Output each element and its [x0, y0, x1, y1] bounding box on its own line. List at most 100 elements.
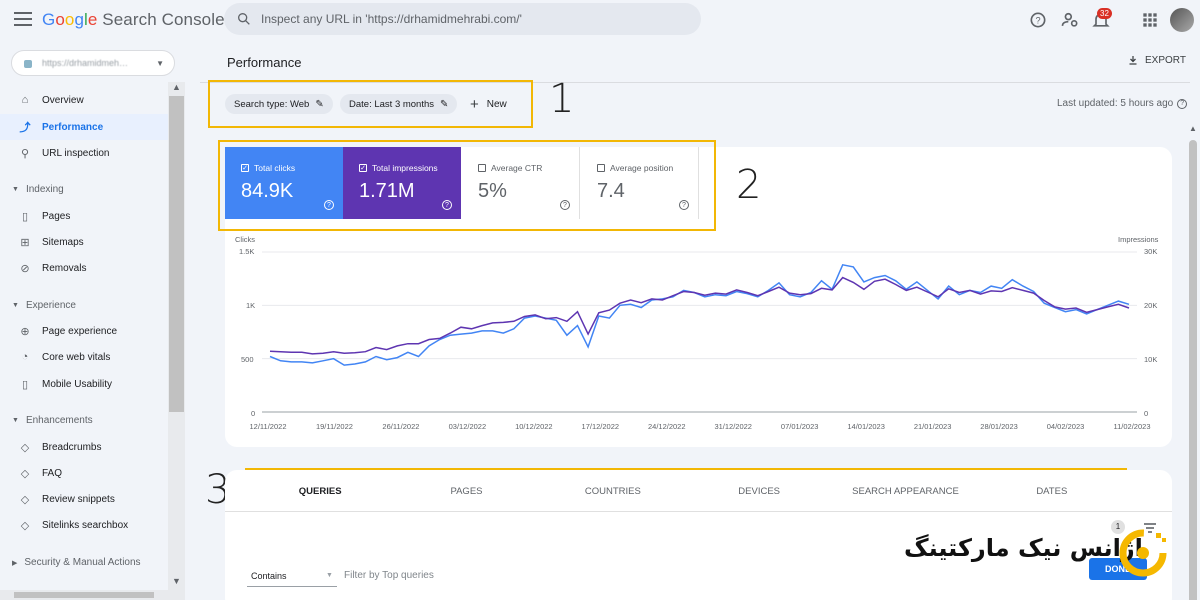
last-updated: Last updated: 5 hours ago ? — [1057, 98, 1188, 109]
filter-icon[interactable] — [1143, 522, 1157, 534]
scroll-up-icon[interactable]: ▲ — [172, 82, 181, 92]
menu-icon[interactable] — [14, 12, 32, 26]
sidebar-item-core-web-vitals[interactable]: ◔ Core web vitals — [0, 344, 168, 370]
annotation-box — [208, 80, 533, 128]
sidebar-item-mobile-usability[interactable]: ▯ Mobile Usability — [0, 371, 168, 397]
help-icon[interactable]: ? — [560, 200, 570, 210]
tab-dates[interactable]: DATES — [1036, 486, 1068, 497]
sidebar-item-performance[interactable]: ⤴ Performance — [0, 114, 168, 140]
sidebar: https://drhamidmeh… ▼ ⌂ Overview ⤴ Perform… — [0, 40, 185, 600]
performance-chart[interactable] — [262, 250, 1137, 420]
search-input[interactable]: Inspect any URL in 'https://drhamidmehra… — [224, 3, 701, 35]
section-label: Security & Manual Actions — [24, 557, 141, 568]
checkbox-icon[interactable] — [597, 164, 605, 172]
sidebar-item-faq[interactable]: ◇ FAQ — [0, 460, 168, 486]
help-icon[interactable]: ? — [324, 200, 334, 210]
section-indexing[interactable]: ▼ Indexing — [12, 184, 64, 195]
section-label: Indexing — [25, 184, 64, 195]
chevron-down-icon[interactable]: ▼ — [326, 572, 333, 579]
sidebar-item-review-snippets[interactable]: ◇ Review snippets — [0, 486, 168, 512]
help-icon[interactable]: ? — [1028, 10, 1048, 30]
section-experience[interactable]: ▼ Experience — [12, 300, 76, 311]
series-line-impressions[interactable] — [269, 276, 1130, 355]
collapse-icon: ▼ — [12, 417, 19, 424]
help-icon[interactable]: ? — [442, 200, 452, 210]
metric-value: 1.71M — [359, 180, 415, 202]
left-tick: 500 — [241, 355, 254, 364]
tab-devices[interactable]: DEVICES — [738, 486, 780, 497]
checkbox-icon[interactable] — [478, 164, 486, 172]
new-filter-button[interactable]: + New — [470, 96, 507, 113]
sidebar-item-url-inspection[interactable]: ⚲ URL inspection — [0, 140, 168, 166]
metric-total-impressions[interactable]: ✓ Total impressions 1.71M ? — [343, 147, 461, 219]
checkbox-checked-icon[interactable]: ✓ — [241, 164, 249, 172]
x-tick-label: 10/12/2022 — [515, 422, 553, 431]
sidebar-item-sitelinks-searchbox[interactable]: ◇ Sitelinks searchbox — [0, 512, 168, 538]
property-selector[interactable]: https://drhamidmeh… ▼ — [11, 50, 175, 76]
scrollbar-thumb[interactable] — [169, 96, 184, 412]
table-card — [225, 470, 1172, 600]
help-icon[interactable]: ? — [1177, 98, 1188, 109]
logo[interactable]: Google Search Console — [42, 10, 225, 30]
chip-label: Date: Last 3 months — [349, 98, 435, 110]
scrollbar-thumb[interactable] — [1189, 140, 1197, 600]
right-tick: 10K — [1144, 355, 1158, 364]
logo-product: Search Console — [97, 10, 225, 29]
x-tick-label: 21/01/2023 — [913, 422, 952, 431]
series-line-clicks[interactable] — [269, 263, 1130, 366]
filter-input[interactable]: Filter by Top queries — [344, 570, 434, 581]
sidebar-item-removals[interactable]: ⊘ Removals — [0, 255, 168, 281]
metric-average-ctr[interactable]: Average CTR 5% ? — [462, 147, 580, 219]
top-bar: Google Search Console Inspect any URL in… — [0, 0, 1200, 40]
expand-icon: ▶ — [12, 559, 18, 567]
tab-search-appearance[interactable]: SEARCH APPEARANCE — [852, 486, 959, 497]
section-label: Enhancements — [25, 415, 93, 426]
layers-icon: ◇ — [20, 493, 30, 506]
sidebar-item-overview[interactable]: ⌂ Overview — [0, 87, 168, 113]
sidebar-scrollbar[interactable]: ▲ ▼ — [168, 82, 185, 590]
sidebar-item-sitemaps[interactable]: ⊞ Sitemaps — [0, 229, 168, 255]
file-icon: ▯ — [21, 210, 29, 223]
search-type-chip[interactable]: Search type: Web ✎ — [225, 94, 333, 114]
sidebar-item-breadcrumbs[interactable]: ◇ Breadcrumbs — [0, 434, 168, 460]
scroll-up-icon[interactable]: ▲ — [1189, 124, 1197, 133]
tab-countries[interactable]: COUNTRIES — [584, 486, 641, 497]
metric-average-position[interactable]: Average position 7.4 ? — [581, 147, 699, 219]
edit-icon[interactable]: ✎ — [440, 98, 449, 110]
annotation-number: 2 — [736, 162, 762, 208]
metric-label: Total clicks — [254, 163, 296, 173]
left-tick: 0 — [251, 409, 256, 418]
scroll-down-icon[interactable]: ▼ — [172, 576, 181, 586]
logo-letter: l — [84, 10, 88, 29]
annotation-number: 1 — [549, 76, 575, 122]
sidebar-item-label: Breadcrumbs — [42, 441, 102, 453]
sidebar-item-pages[interactable]: ▯ Pages — [0, 203, 168, 229]
help-icon[interactable]: ? — [679, 200, 689, 210]
filter-mode-select[interactable]: Contains — [251, 571, 287, 581]
right-tick: 30K — [1144, 247, 1158, 256]
avatar[interactable] — [1170, 8, 1194, 32]
property-icon — [24, 60, 32, 68]
done-button[interactable]: DONE — [1089, 558, 1147, 580]
scrollbar-thumb[interactable] — [14, 592, 154, 598]
tab-pages[interactable]: PAGES — [450, 486, 483, 497]
metric-value: 5% — [478, 180, 507, 202]
logo-letter: e — [87, 10, 98, 29]
sidebar-item-page-experience[interactable]: ⊕ Page experience — [0, 318, 168, 344]
section-enhancements[interactable]: ▼ Enhancements — [12, 415, 93, 426]
edit-icon[interactable]: ✎ — [315, 98, 324, 110]
apps-grid-icon[interactable] — [1140, 10, 1160, 30]
main-scrollbar[interactable]: ▲ — [1186, 120, 1200, 600]
metric-total-clicks[interactable]: ✓ Total clicks 84.9K ? — [225, 147, 343, 219]
horizontal-scrollbar[interactable] — [0, 590, 185, 600]
divider — [247, 586, 337, 587]
x-tick-label: 28/01/2023 — [980, 422, 1018, 431]
users-settings-icon[interactable] — [1060, 10, 1080, 30]
date-chip[interactable]: Date: Last 3 months ✎ — [340, 94, 458, 114]
section-security[interactable]: ▶ Security & Manual Actions — [12, 557, 141, 568]
divider — [200, 82, 1190, 83]
export-button[interactable]: EXPORT — [1127, 54, 1186, 66]
page-title: Performance — [227, 55, 302, 70]
checkbox-checked-icon[interactable]: ✓ — [359, 164, 367, 172]
tab-queries[interactable]: QUERIES — [298, 486, 342, 497]
